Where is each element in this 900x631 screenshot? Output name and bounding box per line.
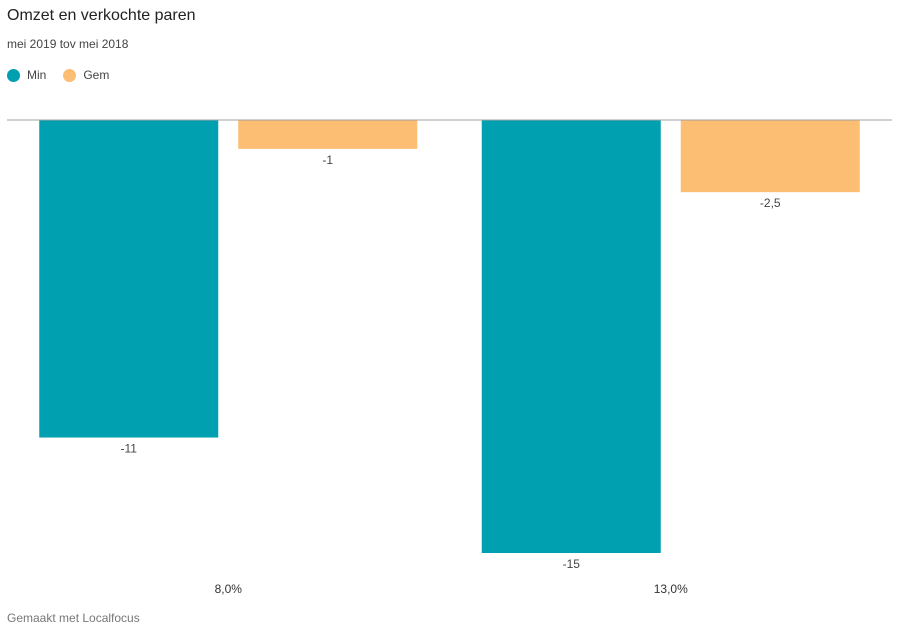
category-labels-layer: 8,0% 13,0% (215, 582, 689, 596)
footer-credit-link[interactable]: Gemaakt met Localfocus (7, 611, 140, 625)
bar-min (481, 120, 661, 553)
bar-gem (680, 120, 860, 193)
data-label: -11 (121, 442, 138, 456)
category-label: 8,0% (215, 582, 243, 596)
bar-min (39, 120, 219, 438)
data-labels-layer: -11 -1 -15 -2,5 (121, 153, 781, 571)
chart-subtitle: mei 2019 tov mei 2018 (7, 37, 129, 51)
chart-title: Omzet en verkochte paren (7, 7, 196, 24)
data-label: -15 (563, 557, 581, 571)
bars-layer (39, 120, 860, 553)
legend-item-min[interactable]: Min (7, 67, 46, 83)
legend-swatch-icon (63, 68, 77, 82)
legend-swatch-icon (7, 68, 20, 82)
bar-gem (238, 120, 418, 149)
category-label: 13,0% (654, 582, 688, 596)
legend-item-gem[interactable]: Gem (63, 67, 109, 83)
legend-label: Min (27, 68, 47, 82)
legend: Min Gem (7, 67, 126, 83)
legend-label: Gem (83, 68, 110, 82)
data-label: -1 (322, 153, 333, 167)
data-label: -2,5 (760, 196, 781, 210)
